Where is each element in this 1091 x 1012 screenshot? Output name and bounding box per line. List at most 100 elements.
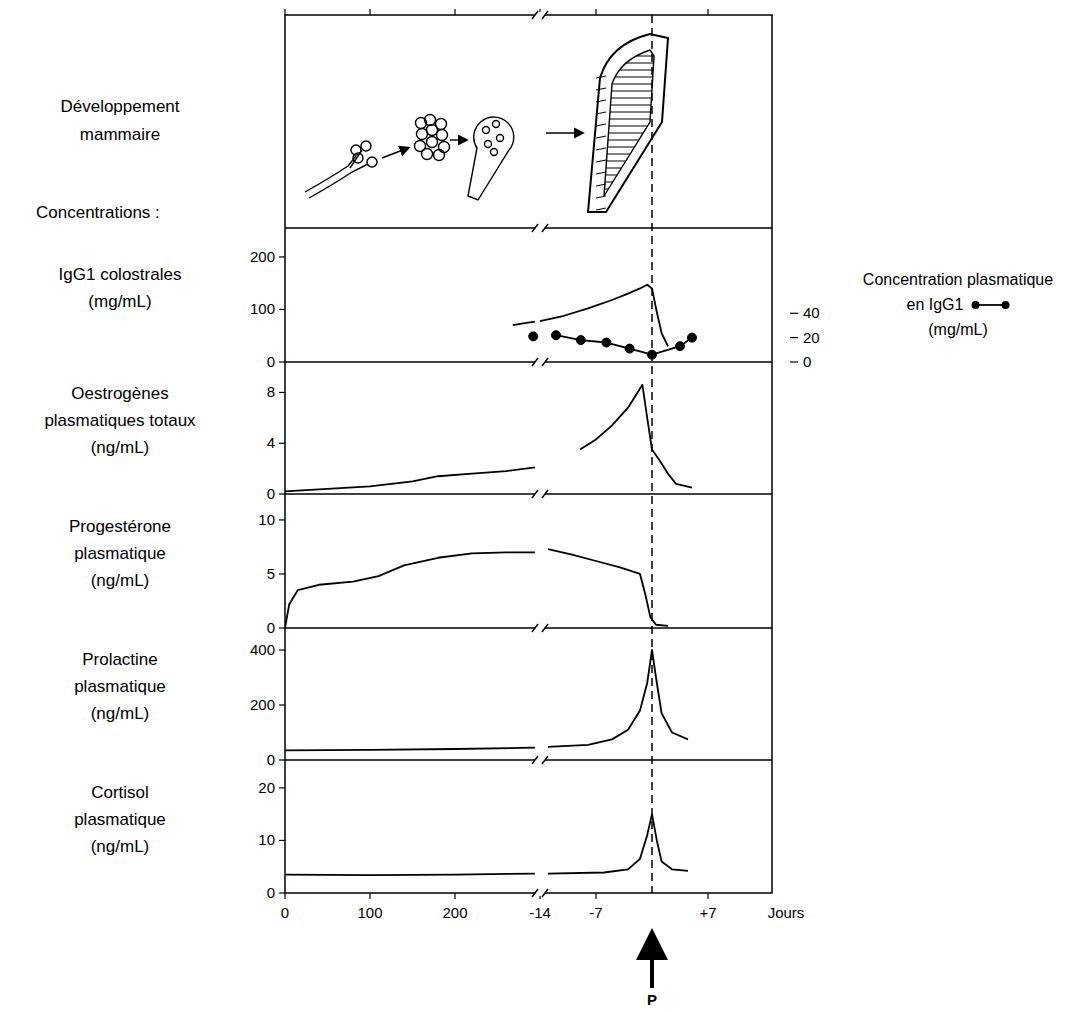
series-line xyxy=(548,814,688,873)
plot-area xyxy=(285,650,688,750)
y-tick xyxy=(279,309,285,310)
legend-sample xyxy=(972,301,980,309)
series-line xyxy=(580,385,692,488)
legend-sample xyxy=(976,304,1006,306)
break-mark xyxy=(532,224,538,232)
y-label: Progestérone xyxy=(69,517,171,536)
hatch xyxy=(600,70,660,71)
x-tick-label: -14 xyxy=(529,904,551,921)
break-mark xyxy=(532,11,538,19)
y2-tick xyxy=(790,337,798,338)
x-tick xyxy=(595,893,596,899)
y-tick-label: 20 xyxy=(258,779,275,796)
y-tick-label: 0 xyxy=(267,485,275,502)
y2-tick xyxy=(790,361,798,362)
series-marker xyxy=(676,342,685,351)
cell-wall xyxy=(596,184,606,186)
y2-tick-label: 40 xyxy=(803,304,820,321)
hatch xyxy=(600,56,660,57)
alveolus xyxy=(436,119,447,130)
break-mark xyxy=(532,889,538,897)
alveolus xyxy=(416,118,427,129)
y-tick xyxy=(279,361,285,362)
break-mark xyxy=(542,756,548,764)
panel-separator xyxy=(285,627,772,629)
arrow xyxy=(546,132,582,133)
y-tick-label: 200 xyxy=(250,248,275,265)
arrow xyxy=(382,148,408,158)
y2-tick-label: 0 xyxy=(803,353,811,370)
cell-wall xyxy=(596,160,606,162)
series-marker xyxy=(552,331,561,340)
subheading: Concentrations : xyxy=(36,203,160,222)
y-tick-label: 10 xyxy=(258,511,275,528)
y2-label: (mg/mL) xyxy=(928,321,988,338)
y-tick-label: 0 xyxy=(267,884,275,901)
lumen xyxy=(604,50,654,196)
series-line xyxy=(285,552,535,628)
y-tick-label: 0 xyxy=(267,751,275,768)
break-mark xyxy=(542,224,548,232)
hatch xyxy=(600,133,660,134)
legend-sample xyxy=(1002,301,1010,309)
cell-wall xyxy=(596,112,606,114)
y2-label: Concentration plasmatique xyxy=(863,271,1053,288)
series-line xyxy=(285,874,535,876)
series-marker xyxy=(688,333,697,342)
y-tick-label: 0 xyxy=(267,353,275,370)
y-tick xyxy=(279,443,285,444)
break-mark xyxy=(532,490,538,498)
cell-wall xyxy=(596,76,606,78)
break-mark xyxy=(542,889,548,897)
mammary-drawings xyxy=(305,34,668,212)
series-line xyxy=(285,467,535,491)
y-label: (ng/mL) xyxy=(91,438,150,457)
lobule-cell xyxy=(485,141,492,148)
break-mark xyxy=(542,624,548,632)
series-line xyxy=(513,322,535,326)
event-label: P xyxy=(647,991,657,1008)
y-tick-label: 400 xyxy=(250,641,275,658)
y-label: plasmatique xyxy=(74,677,166,696)
bud xyxy=(353,153,363,163)
lobule-cell xyxy=(497,135,504,142)
y-label: Oestrogènes xyxy=(71,384,168,403)
break-mark xyxy=(532,624,538,632)
y-tick-label: 4 xyxy=(267,434,275,451)
series-line xyxy=(285,748,535,751)
plot-area xyxy=(513,285,697,359)
y-label: plasmatique xyxy=(74,544,166,563)
y2-tick xyxy=(790,313,798,314)
y-tick-label: 10 xyxy=(258,831,275,848)
alveolus xyxy=(439,142,450,153)
header-label: mammaire xyxy=(80,125,160,144)
hatch xyxy=(600,112,660,113)
break-mark xyxy=(542,358,548,366)
panel-separator xyxy=(285,227,772,229)
series-line xyxy=(548,650,688,747)
y2-label: en IgG1 xyxy=(906,296,963,313)
hatch xyxy=(600,84,660,85)
hatch xyxy=(600,168,660,169)
x-tick xyxy=(707,893,708,899)
y-tick xyxy=(279,649,285,650)
y2-tick-label: 20 xyxy=(803,329,820,346)
x-tick-label: +7 xyxy=(699,904,716,921)
x-tick-top xyxy=(454,9,455,15)
y-tick xyxy=(279,519,285,520)
cell-wall xyxy=(596,148,606,150)
y-label: Prolactine xyxy=(82,650,158,669)
y-tick xyxy=(279,627,285,628)
hatch xyxy=(600,154,660,155)
y-tick xyxy=(279,840,285,841)
hatching xyxy=(600,56,660,196)
y-label: Cortisol xyxy=(91,783,149,802)
arrow xyxy=(450,139,466,140)
break-mark xyxy=(542,490,548,498)
y-tick xyxy=(279,573,285,574)
hatch xyxy=(600,126,660,127)
hatch xyxy=(600,119,660,120)
figure: DéveloppementmammaireConcentrations :010… xyxy=(0,0,1091,1012)
x-tick xyxy=(369,893,370,899)
hatch xyxy=(600,98,660,99)
